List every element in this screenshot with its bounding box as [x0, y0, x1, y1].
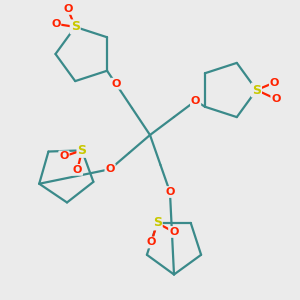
Text: O: O — [271, 94, 281, 104]
Text: O: O — [165, 187, 175, 197]
Text: O: O — [105, 164, 115, 174]
Text: O: O — [51, 19, 60, 29]
Text: O: O — [111, 79, 121, 89]
Text: S: S — [71, 20, 80, 33]
Text: O: O — [270, 77, 279, 88]
Text: O: O — [59, 152, 69, 161]
Text: O: O — [169, 227, 178, 237]
Text: S: S — [153, 216, 162, 230]
Text: O: O — [191, 96, 200, 106]
Text: S: S — [252, 83, 261, 97]
Text: O: O — [73, 165, 82, 175]
Text: O: O — [63, 4, 72, 14]
Text: O: O — [147, 237, 156, 248]
Text: S: S — [77, 144, 86, 157]
